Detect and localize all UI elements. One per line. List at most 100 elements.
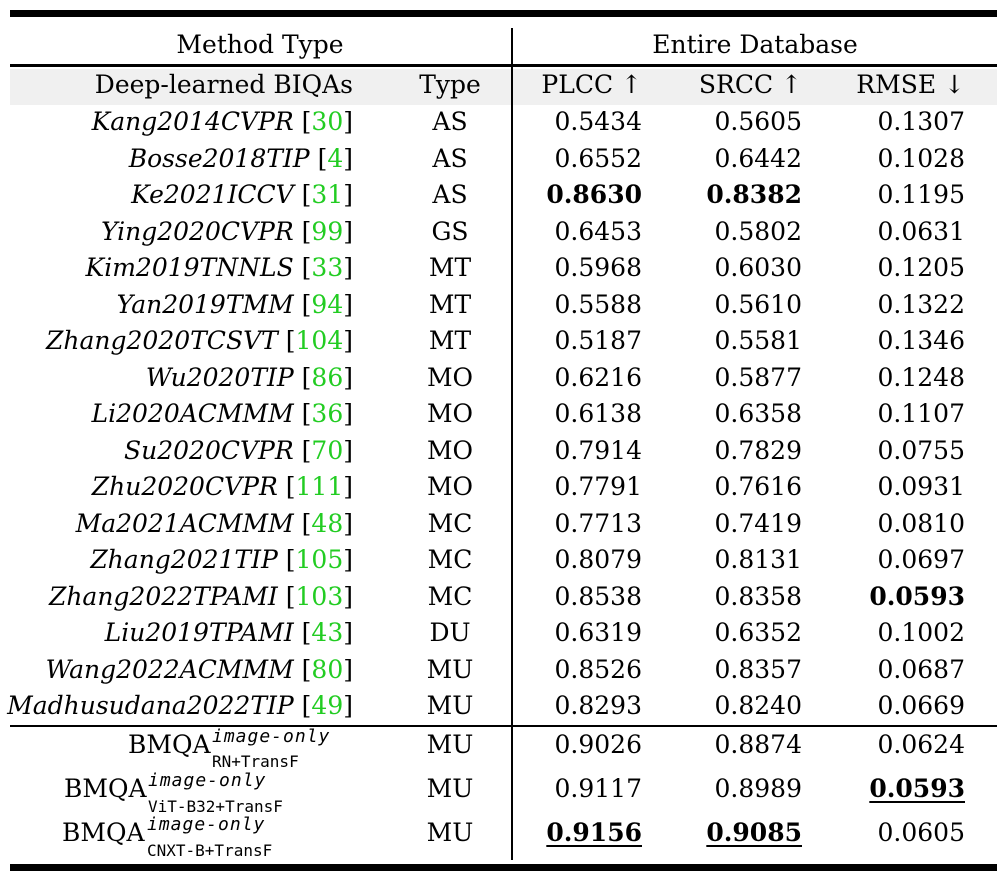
plcc-cell: 0.5187: [554, 326, 642, 355]
srcc-cell: 0.6442: [714, 144, 802, 173]
method-superscript: image-only: [212, 726, 331, 747]
group-header-method-type: Method Type: [176, 30, 344, 59]
citation-link[interactable]: 30: [311, 107, 344, 136]
plcc-cell: 0.7914: [554, 436, 642, 465]
type-cell: AS: [432, 180, 468, 209]
citation-link[interactable]: 94: [311, 290, 344, 319]
rmse-cell: 0.0687: [877, 655, 965, 684]
citation-link[interactable]: 49: [311, 691, 344, 720]
plcc-cell: 0.8293: [554, 691, 642, 720]
srcc-cell: 0.5802: [714, 217, 802, 246]
plcc-cell: 0.8526: [554, 655, 642, 684]
rmse-cell: 0.0755: [877, 436, 965, 465]
rmse-cell: 0.0810: [877, 509, 965, 538]
citation-link[interactable]: 31: [311, 180, 344, 209]
rmse-cell: 0.1195: [877, 180, 965, 209]
column-header-plcc: PLCC ↑: [541, 70, 642, 99]
method-name: BMQA: [62, 818, 145, 847]
type-cell: MU: [426, 691, 474, 720]
citation-link[interactable]: 86: [311, 363, 344, 392]
type-cell: DU: [429, 618, 471, 647]
bottom-rule: [10, 864, 997, 871]
citation-link[interactable]: 80: [311, 655, 344, 684]
rmse-cell: 0.1002: [877, 618, 965, 647]
citation-link[interactable]: 99: [311, 217, 344, 246]
method-superscript: image-only: [148, 770, 267, 791]
citation-link[interactable]: 105: [295, 545, 344, 574]
type-cell: MT: [428, 326, 472, 355]
type-cell: MC: [427, 509, 473, 538]
method-name: Zhu2020CVPR [111]: [91, 472, 353, 501]
plcc-cell: 0.8630: [546, 180, 642, 209]
method-name: Bosse2018TIP [4]: [128, 144, 353, 173]
rmse-cell: 0.0931: [877, 472, 965, 501]
method-name: Liu2019TPAMI [43]: [104, 618, 353, 647]
plcc-cell: 0.7713: [554, 509, 642, 538]
srcc-cell: 0.5877: [714, 363, 802, 392]
rmse-cell: 0.1205: [877, 253, 965, 282]
column-header-srcc: SRCC ↑: [698, 70, 802, 99]
rmse-cell: 0.0624: [877, 730, 965, 759]
rmse-cell: 0.0605: [877, 818, 965, 847]
type-cell: MT: [428, 290, 472, 319]
plcc-cell: 0.5434: [554, 107, 642, 136]
method-name: Li2020ACMMM [36]: [91, 399, 354, 428]
srcc-cell: 0.8382: [706, 180, 802, 209]
method-name: Kang2014CVPR [30]: [91, 107, 353, 136]
method-name: Zhang2022TPAMI [103]: [48, 582, 353, 611]
type-cell: MO: [426, 472, 474, 501]
rmse-cell: 0.1346: [877, 326, 965, 355]
citation-link[interactable]: 111: [295, 472, 344, 501]
top-rule: [10, 10, 997, 17]
plcc-cell: 0.5968: [554, 253, 642, 282]
plcc-cell: 0.9026: [554, 730, 642, 759]
plcc-cell: 0.6319: [554, 618, 642, 647]
plcc-cell: 0.8538: [554, 582, 642, 611]
type-cell: MU: [426, 730, 474, 759]
srcc-cell: 0.8357: [714, 655, 802, 684]
citation-link[interactable]: 104: [295, 326, 344, 355]
method-name: Wu2020TIP [86]: [145, 363, 353, 392]
citation-link[interactable]: 33: [311, 253, 344, 282]
srcc-cell: 0.8131: [714, 545, 802, 574]
rmse-cell: 0.0593: [869, 582, 965, 611]
method-name: BMQA: [128, 730, 211, 759]
method-name: BMQA: [64, 774, 147, 803]
type-cell: MO: [426, 436, 474, 465]
method-name: Ying2020CVPR [99]: [101, 217, 353, 246]
rmse-cell: 0.1248: [877, 363, 965, 392]
citation-link[interactable]: 43: [311, 618, 344, 647]
column-divider: [511, 28, 513, 860]
type-cell: MO: [426, 399, 474, 428]
citation-link[interactable]: 36: [311, 399, 344, 428]
rmse-cell: 0.1322: [877, 290, 965, 319]
citation-link[interactable]: 48: [311, 509, 344, 538]
group-rule: [10, 725, 997, 727]
rmse-cell: 0.1028: [877, 144, 965, 173]
srcc-cell: 0.6358: [714, 399, 802, 428]
rmse-cell: 0.1107: [877, 399, 965, 428]
type-cell: AS: [432, 107, 468, 136]
plcc-cell: 0.6216: [554, 363, 642, 392]
type-cell: MC: [427, 582, 473, 611]
srcc-cell: 0.8240: [714, 691, 802, 720]
rmse-cell: 0.0631: [877, 217, 965, 246]
type-cell: GS: [431, 217, 469, 246]
srcc-cell: 0.7419: [714, 509, 802, 538]
plcc-cell: 0.6552: [554, 144, 642, 173]
type-cell: AS: [432, 144, 468, 173]
srcc-cell: 0.8358: [714, 582, 802, 611]
srcc-cell: 0.5605: [714, 107, 802, 136]
plcc-cell: 0.5588: [554, 290, 642, 319]
srcc-cell: 0.6352: [714, 618, 802, 647]
srcc-cell: 0.5610: [714, 290, 802, 319]
srcc-cell: 0.9085: [706, 818, 802, 847]
method-name: Zhang2020TCSVT [104]: [46, 326, 353, 355]
citation-link[interactable]: 4: [327, 144, 344, 173]
method-subscript: CNXT-B+TransF: [147, 841, 273, 860]
method-name: Yan2019TMM [94]: [116, 290, 353, 319]
citation-link[interactable]: 70: [311, 436, 344, 465]
citation-link[interactable]: 103: [295, 582, 344, 611]
srcc-cell: 0.8989: [714, 774, 802, 803]
type-cell: MT: [428, 253, 472, 282]
